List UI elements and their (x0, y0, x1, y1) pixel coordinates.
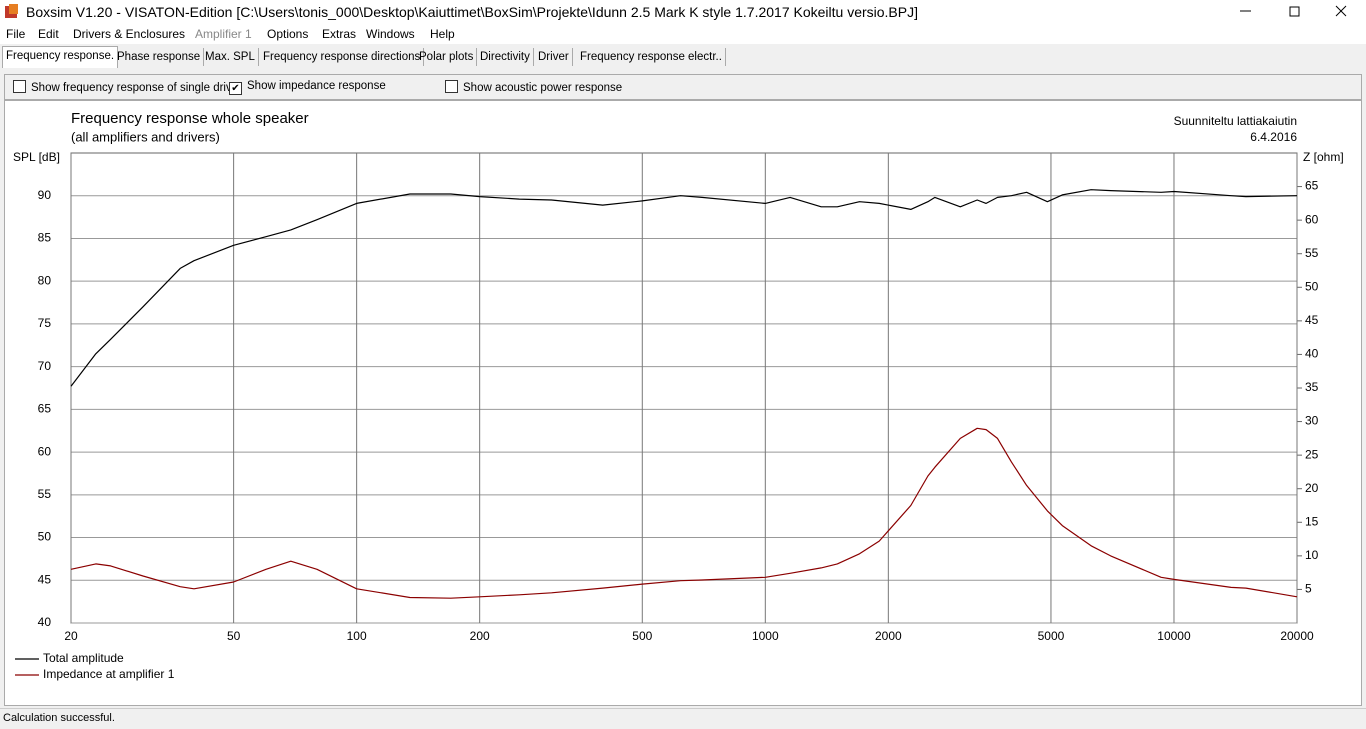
title-bar: Boxsim V1.20 - VISATON-Edition [C:\Users… (0, 0, 1366, 24)
x-tick-label: 10000 (1157, 629, 1191, 643)
tab[interactable]: Phase response (114, 48, 205, 66)
y2-tick-label: 65 (1305, 179, 1319, 193)
y-tick-label: 70 (38, 359, 52, 373)
restore[interactable] (1289, 6, 1300, 17)
chart-note: Suunniteltu lattiakaiutin (1174, 114, 1297, 128)
x-tick-label: 20000 (1280, 629, 1314, 643)
y2-axis-label: Z [ohm] (1303, 150, 1344, 164)
y-tick-label: 80 (38, 273, 52, 287)
y-axis-label: SPL [dB] (13, 150, 60, 164)
series-line (70, 189, 1298, 387)
y2-tick-label: 35 (1305, 380, 1319, 394)
tab[interactable]: Max. SPL (202, 48, 259, 66)
checkbox[interactable]: Show frequency response of single drive (13, 80, 238, 94)
menu-item[interactable]: Help (430, 27, 455, 41)
tab[interactable]: Frequency response directions (260, 48, 425, 66)
y2-tick-label: 45 (1305, 313, 1319, 327)
plot-area (70, 152, 1298, 624)
checkbox-box[interactable]: ✔ (229, 82, 242, 95)
tab[interactable]: Frequency response electr.. (577, 48, 726, 66)
options-panel: Show frequency response of single drive … (4, 74, 1362, 100)
y-tick-label: 50 (38, 530, 52, 544)
menu-bar: File Edit Drivers & Enclosures Amplifier… (0, 24, 1366, 44)
y-tick-label: 85 (38, 231, 52, 245)
tab[interactable]: Directivity (477, 48, 534, 66)
menu-item[interactable]: Options (267, 27, 309, 41)
y2-tick-label: 25 (1305, 447, 1319, 461)
y2-tick-label: 55 (1305, 246, 1319, 260)
menu-item[interactable]: File (6, 27, 26, 41)
close[interactable] (1335, 5, 1347, 17)
checkbox-box[interactable] (13, 80, 26, 93)
checkbox-box[interactable] (445, 80, 458, 93)
y2-tick-label: 50 (1305, 279, 1319, 293)
x-tick-label: 1000 (752, 629, 779, 643)
y-tick-label: 90 (38, 188, 52, 202)
window-controls[interactable] (1226, 0, 1366, 24)
menu-item[interactable]: Extras (322, 27, 357, 41)
checkbox-label: Show frequency response of single drive (31, 82, 239, 94)
x-tick-label: 2000 (875, 629, 902, 643)
tab[interactable]: Driver (535, 48, 573, 66)
app-icon (5, 4, 18, 18)
y2-tick-label: 40 (1305, 347, 1319, 361)
y-tick-label: 45 (38, 572, 52, 586)
checkbox[interactable]: ✔ Show impedance response (229, 80, 386, 95)
chart-title: Frequency response whole speaker (71, 110, 309, 127)
x-tick-label: 200 (470, 629, 490, 643)
series-line (70, 427, 1298, 599)
y2-tick-label: 60 (1305, 212, 1319, 226)
window-title: Boxsim V1.20 - VISATON-Edition [C:\Users… (26, 4, 918, 20)
y-tick-label: 40 (38, 615, 52, 629)
legend-label: Impedance at amplifier 1 (43, 667, 175, 681)
y-tick-label: 65 (38, 402, 52, 416)
tab[interactable]: Frequency response. (2, 46, 119, 68)
checkbox-label: Show impedance response (247, 80, 386, 92)
chart: Frequency response whole speaker (all amp… (4, 100, 1362, 706)
y2-tick-label: 10 (1305, 548, 1319, 562)
x-tick-label: 20 (64, 629, 78, 643)
menu-item: Amplifier 1 (195, 27, 252, 41)
y2-tick-label: 5 (1305, 582, 1312, 596)
y-tick-label: 60 (38, 444, 52, 458)
x-tick-label: 100 (347, 629, 367, 643)
x-tick-label: 5000 (1038, 629, 1065, 643)
status-bar: Calculation successful. (0, 708, 1366, 729)
y2-tick-label: 15 (1305, 514, 1319, 528)
y2-tick-label: 20 (1305, 481, 1319, 495)
y-tick-label: 55 (38, 487, 52, 501)
x-tick-label: 500 (632, 629, 652, 643)
y-tick-label: 75 (38, 316, 52, 330)
tab-bar: Frequency response. Phase response Max. … (0, 46, 1366, 68)
x-tick-label: 50 (227, 629, 241, 643)
chart-subtitle: (all amplifiers and drivers) (71, 129, 220, 144)
chart-note: 6.4.2016 (1250, 130, 1297, 144)
y2-tick-label: 30 (1305, 414, 1319, 428)
status-text: Calculation successful. (3, 712, 115, 724)
tab[interactable]: Polar plots (416, 48, 478, 66)
checkbox-label: Show acoustic power response (463, 82, 623, 94)
menu-item[interactable]: Drivers & Enclosures (73, 27, 186, 41)
checkbox[interactable]: Show acoustic power response (445, 80, 622, 94)
menu-item[interactable]: Edit (38, 27, 59, 41)
menu-item[interactable]: Windows (366, 27, 415, 41)
legend-label: Total amplitude (43, 651, 124, 665)
